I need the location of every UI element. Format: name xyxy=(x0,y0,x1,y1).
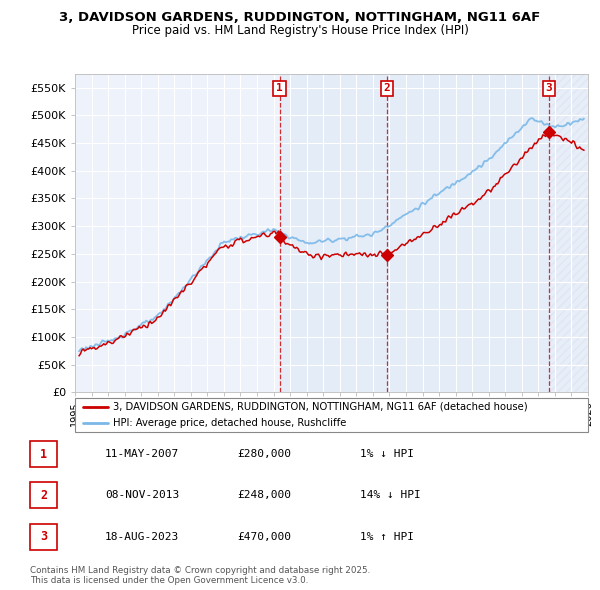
Text: 1% ↑ HPI: 1% ↑ HPI xyxy=(360,532,414,542)
Text: 14% ↓ HPI: 14% ↓ HPI xyxy=(360,490,421,500)
Text: 3, DAVIDSON GARDENS, RUDDINGTON, NOTTINGHAM, NG11 6AF (detached house): 3, DAVIDSON GARDENS, RUDDINGTON, NOTTING… xyxy=(113,402,528,412)
Bar xyxy=(549,74,588,392)
Text: 18-AUG-2023: 18-AUG-2023 xyxy=(105,532,179,542)
Text: 2: 2 xyxy=(40,489,47,502)
Text: 1: 1 xyxy=(276,83,283,93)
Text: 1: 1 xyxy=(40,447,47,461)
Text: HPI: Average price, detached house, Rushcliffe: HPI: Average price, detached house, Rush… xyxy=(113,418,347,428)
Text: £248,000: £248,000 xyxy=(237,490,291,500)
Text: Contains HM Land Registry data © Crown copyright and database right 2025.
This d: Contains HM Land Registry data © Crown c… xyxy=(30,566,370,585)
Text: Price paid vs. HM Land Registry's House Price Index (HPI): Price paid vs. HM Land Registry's House … xyxy=(131,24,469,37)
Bar xyxy=(280,74,549,392)
Text: 08-NOV-2013: 08-NOV-2013 xyxy=(105,490,179,500)
Text: 3, DAVIDSON GARDENS, RUDDINGTON, NOTTINGHAM, NG11 6AF: 3, DAVIDSON GARDENS, RUDDINGTON, NOTTING… xyxy=(59,11,541,24)
Text: 2: 2 xyxy=(383,83,391,93)
Text: £280,000: £280,000 xyxy=(237,449,291,459)
Text: 1% ↓ HPI: 1% ↓ HPI xyxy=(360,449,414,459)
Text: 3: 3 xyxy=(545,83,552,93)
Text: £470,000: £470,000 xyxy=(237,532,291,542)
Text: 3: 3 xyxy=(40,530,47,543)
Text: 11-MAY-2007: 11-MAY-2007 xyxy=(105,449,179,459)
